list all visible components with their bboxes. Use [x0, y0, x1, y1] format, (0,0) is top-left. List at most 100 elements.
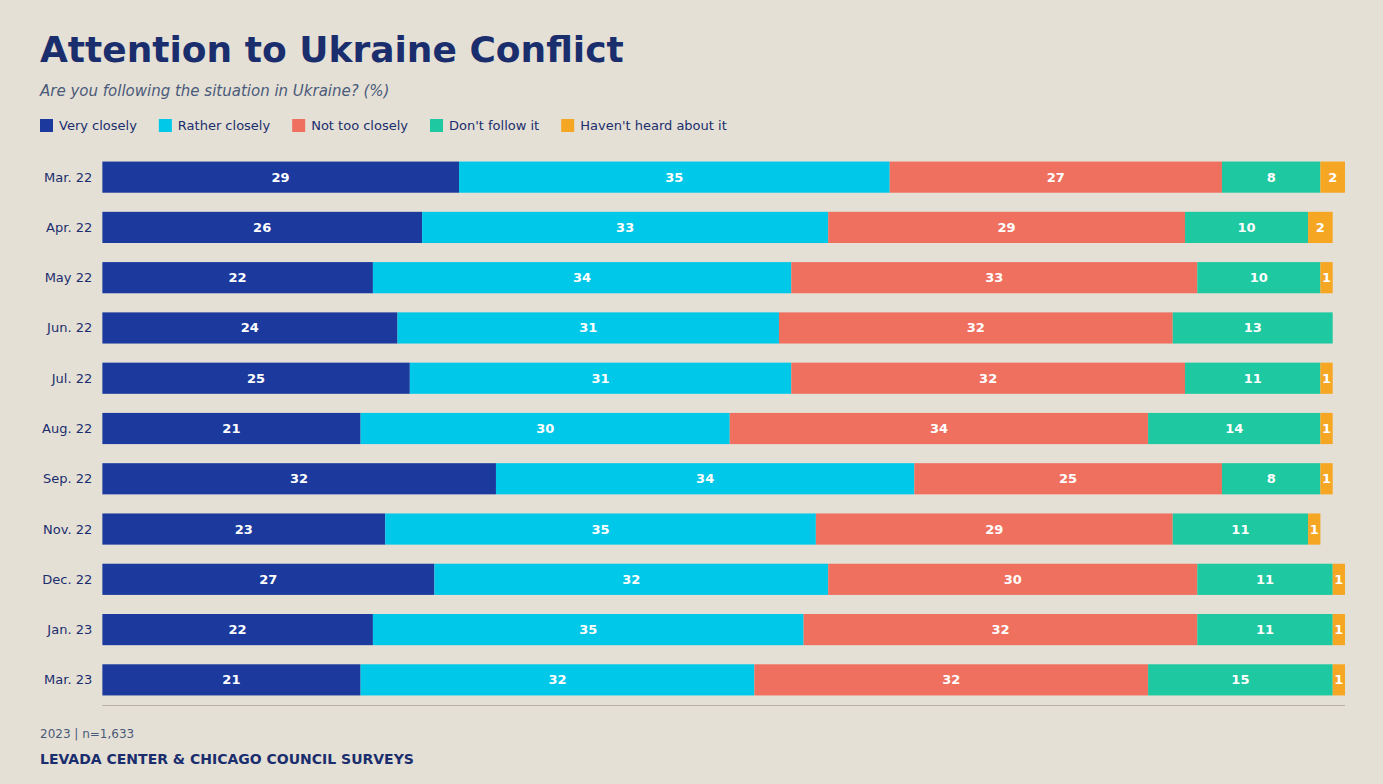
- y-tick-label: May 22: [45, 270, 93, 285]
- data-label: 33: [985, 270, 1003, 285]
- legend-item: Don't follow it: [430, 118, 539, 133]
- bar-segment: [1222, 162, 1320, 193]
- data-label: 15: [1231, 672, 1249, 687]
- bar-segment: [828, 212, 1185, 243]
- data-labels: 2926222425213223272221353334313130343532…: [222, 170, 1343, 688]
- data-label: 24: [241, 320, 259, 335]
- data-label: 23: [235, 522, 253, 537]
- background: [0, 0, 1383, 784]
- bar-segment: [914, 463, 1222, 494]
- legend-item: Very closely: [40, 118, 137, 133]
- bar-segment: [890, 162, 1222, 193]
- data-label: 1: [1334, 622, 1343, 637]
- y-tick-label: Jul. 22: [51, 371, 93, 386]
- data-label: 1: [1322, 471, 1331, 486]
- bar-segment: [791, 363, 1185, 394]
- bar-segment: [791, 262, 1197, 293]
- data-label: 32: [979, 371, 997, 386]
- data-label: 14: [1225, 421, 1243, 436]
- y-tick-label: Jan. 23: [46, 622, 92, 637]
- bar-segment: [102, 463, 496, 494]
- data-label: 32: [290, 471, 308, 486]
- y-tick-label: Jun. 22: [46, 320, 92, 335]
- legend-label: Haven't heard about it: [580, 118, 727, 133]
- bar-segment: [422, 212, 828, 243]
- data-label: 32: [942, 672, 960, 687]
- data-label: 13: [1244, 320, 1262, 335]
- bar-segment: [804, 614, 1198, 645]
- data-label: 34: [930, 421, 948, 436]
- data-label: 29: [985, 522, 1003, 537]
- data-label: 26: [253, 220, 271, 235]
- bar-segment: [754, 664, 1148, 695]
- bar-segment: [102, 212, 422, 243]
- data-label: 34: [573, 270, 591, 285]
- title: Attention to Ukraine Conflict: [40, 29, 624, 70]
- bar-segment: [1173, 312, 1333, 343]
- bar-segment: [434, 564, 828, 595]
- data-label: 32: [622, 572, 640, 587]
- bar-segment: [102, 312, 397, 343]
- data-label: 25: [247, 371, 265, 386]
- data-label: 30: [1004, 572, 1022, 587]
- bar-segment: [496, 463, 914, 494]
- bar-segment: [1320, 363, 1332, 394]
- y-tick-label: Nov. 22: [43, 522, 92, 537]
- data-label: 11: [1244, 371, 1262, 386]
- data-label: 33: [616, 220, 634, 235]
- data-label: 2: [1328, 170, 1337, 185]
- bar-segment: [373, 262, 791, 293]
- data-label: 31: [592, 371, 610, 386]
- bar-segment: [385, 513, 816, 544]
- bar-segment: [102, 614, 373, 645]
- bar-segment: [102, 513, 385, 544]
- data-label: 35: [579, 622, 597, 637]
- bar-segment: [459, 162, 890, 193]
- bar-segment: [373, 614, 804, 645]
- y-tick-label: Aug. 22: [42, 421, 92, 436]
- data-label: 22: [229, 270, 247, 285]
- data-label: 31: [579, 320, 597, 335]
- data-label: 22: [229, 622, 247, 637]
- bar-segment: [1197, 564, 1332, 595]
- bar-segment: [1148, 664, 1333, 695]
- data-label: 11: [1256, 622, 1274, 637]
- data-label: 27: [1047, 170, 1065, 185]
- bar-segment: [410, 363, 791, 394]
- bar-segment: [102, 413, 360, 444]
- bar-segment: [1197, 262, 1320, 293]
- y-axis: Mar. 22Apr. 22May 22Jun. 22Jul. 22Aug. 2…: [42, 170, 92, 688]
- chart: Attention to Ukraine Conflict Are you fol…: [0, 0, 1383, 784]
- legend-item: Not too closely: [292, 118, 408, 133]
- legend-swatch: [159, 119, 172, 132]
- data-label: 32: [991, 622, 1009, 637]
- bar-segment: [779, 312, 1173, 343]
- data-label: 27: [259, 572, 277, 587]
- bar-segment: [1197, 614, 1332, 645]
- data-label: 8: [1267, 471, 1276, 486]
- legend-item: Haven't heard about it: [561, 118, 727, 133]
- subtitle: Are you following the situation in Ukrai…: [39, 82, 389, 100]
- bar-segment: [1308, 212, 1333, 243]
- bar-segment: [730, 413, 1148, 444]
- bar-segment: [102, 262, 373, 293]
- data-label: 21: [222, 672, 240, 687]
- bar-segment: [398, 312, 779, 343]
- bar-segment: [816, 513, 1173, 544]
- data-label: 25: [1059, 471, 1077, 486]
- data-label: 32: [967, 320, 985, 335]
- data-label: 21: [222, 421, 240, 436]
- data-label: 8: [1267, 170, 1276, 185]
- bar-segment: [1333, 564, 1345, 595]
- legend-label: Not too closely: [311, 118, 408, 133]
- bar-segment: [102, 664, 360, 695]
- legend-swatch: [430, 119, 443, 132]
- bar-segment: [828, 564, 1197, 595]
- legend-swatch: [292, 119, 305, 132]
- footer: LEVADA CENTER & CHICAGO COUNCIL SURVEYS: [40, 751, 414, 767]
- bar-segment: [1222, 463, 1320, 494]
- data-label: 1: [1322, 371, 1331, 386]
- bar-segment: [1185, 212, 1308, 243]
- bars: [102, 162, 1345, 696]
- data-label: 32: [548, 672, 566, 687]
